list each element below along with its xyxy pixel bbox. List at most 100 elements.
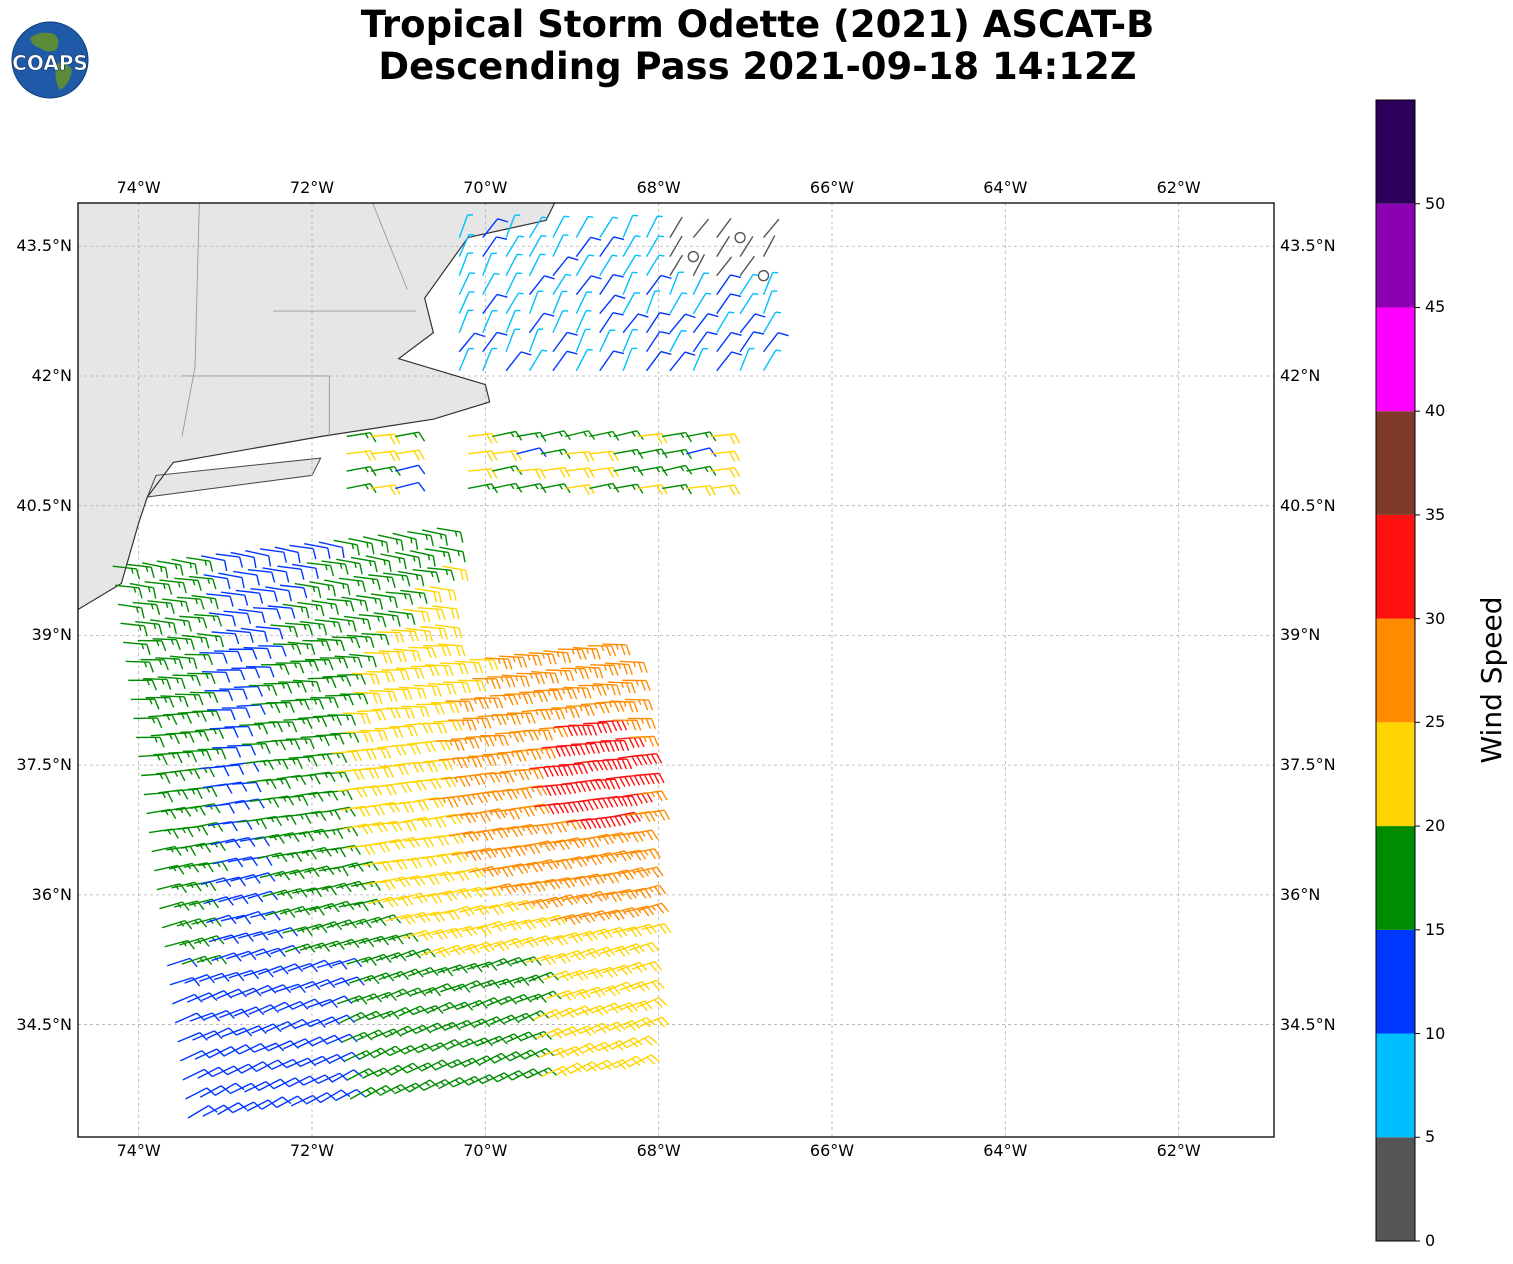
wind-barb [716,256,733,277]
colorbar-tick-label: 35 [1425,504,1446,524]
wind-barb [539,726,569,738]
wind-barb [272,643,302,655]
wind-barb [558,763,589,775]
wind-barb [130,698,160,710]
wind-barb [221,1027,253,1038]
wind-barb [326,598,355,612]
wind-barb [263,1001,294,1014]
wind-barb [285,622,314,636]
wind-barb [338,577,367,592]
wind-barb [354,691,383,705]
wind-barb [386,1025,417,1038]
wind-barb [150,733,181,745]
wind-barb [351,993,383,1003]
wind-barb [662,431,692,443]
wind-barb [159,579,187,594]
wind-barb [423,759,454,771]
wind-barb [470,771,501,783]
wind-barb [662,483,692,495]
colorbar-frame [1375,99,1416,1242]
wind-barb [575,254,595,277]
wind-barb [346,482,377,494]
wind-barb [158,789,189,800]
wind-barb [322,675,352,687]
wind-barb [395,481,426,492]
wind-barb [290,660,320,672]
wind-barb [525,954,557,966]
wind-barb [599,216,619,238]
map-frame [77,202,1275,1138]
wind-barb [575,328,591,353]
wind-barb [645,235,665,257]
wind-barb [194,613,223,627]
wind-barb [348,537,375,555]
wind-barb [624,1016,655,1029]
wind-barb [400,911,431,923]
colorbar-label: Wind Speed (knots) [1475,596,1513,764]
wind-barb [395,464,426,475]
wind-barb [599,329,616,353]
wind-barb [500,769,530,781]
wind-barb [632,752,663,765]
wind-barb [213,971,245,982]
wind-barb [613,831,644,843]
wind-barb [315,733,345,745]
wind-barb [309,581,336,597]
wind-barb [505,292,524,315]
wind-barb [443,794,474,806]
wind-barb [368,574,396,588]
wind-barb [716,351,743,372]
wind-barb [579,909,611,921]
wind-barb [552,350,578,372]
wind-barb [248,1004,279,1015]
wind-barb [238,1043,270,1055]
wind-barb [692,312,719,334]
wind-barb [489,694,519,706]
wind-barb [177,1032,208,1043]
wind-barb [169,655,198,670]
wind-barb [309,1016,341,1027]
wind-barb [458,332,486,353]
wind-barb [467,450,498,462]
wind-barb [669,329,687,353]
wind-barb [622,328,638,353]
wind-barb [618,867,650,879]
wind-barb [533,689,563,701]
wind-barb [491,920,522,931]
wind-barb [540,466,571,478]
wind-barb [669,216,683,238]
wind-barb [587,966,618,978]
wind-barb [428,796,459,808]
wind-barb [710,450,741,462]
wind-barb [184,974,215,984]
wind-barb [613,483,644,494]
wind-barb [396,779,427,791]
wind-barb [519,691,549,703]
wind-barb [327,1033,358,1045]
wind-barb [324,694,354,706]
wind-barb [552,290,568,314]
wind-barb [458,252,474,276]
wind-barb [526,747,556,759]
colorbar-tick-label: 10 [1425,1023,1446,1043]
wind-barb [245,872,276,882]
wind-barb [528,216,548,238]
wind-barb [556,1062,587,1076]
wind-barb [521,1030,552,1041]
wind-barb [280,699,310,711]
wind-barb [552,932,584,944]
wind-barb [571,742,601,755]
wind-barb [547,894,578,906]
wind-barb [762,311,782,334]
wind-barb [403,722,434,734]
wind-barb [422,645,452,657]
wind-barb [219,688,248,700]
wind-barb [503,899,534,911]
wind-barb [307,998,338,1009]
wind-barb [188,575,217,590]
wind-barb [306,885,337,896]
wind-barb [424,548,452,564]
wind-barb [200,555,228,572]
wind-barb [142,677,172,690]
wind-barb [315,1053,346,1065]
